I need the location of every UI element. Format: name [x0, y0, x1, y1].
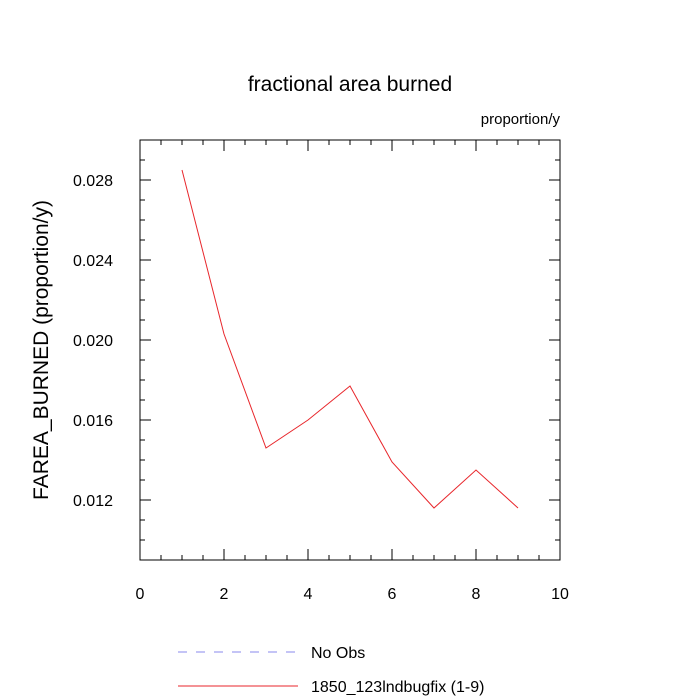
y-axis-label: FAREA_BURNED (proportion/y): [30, 200, 53, 500]
series-line: [181, 169, 519, 509]
x-tick-label: 8: [472, 586, 481, 603]
y-tick-label: 0.016: [73, 413, 113, 430]
plot-frame: [139, 139, 561, 561]
legend: No Obs 1850_123lndbugfix (1-9): [178, 645, 484, 696]
x-tick-label: 4: [304, 586, 313, 603]
tick-labels: 0 2 4 6 8 10 0.012 0.016 0.020 0.024 0.028: [73, 173, 569, 603]
axis-ticks: [139, 139, 561, 561]
x-tick-label: 0: [136, 586, 145, 603]
x-tick-label: 2: [220, 586, 229, 603]
y-tick-label: 0.020: [73, 333, 113, 350]
y-tick-label: 0.012: [73, 493, 113, 510]
y-tick-label: 0.028: [73, 173, 113, 190]
legend-label: 1850_123lndbugfix (1-9): [311, 679, 484, 696]
units-label: proportion/y: [481, 111, 561, 128]
x-tick-label: 6: [388, 586, 397, 603]
x-tick-label: 10: [551, 586, 569, 603]
series-lines: [181, 169, 519, 509]
y-tick-label: 0.024: [73, 253, 113, 270]
legend-label: No Obs: [311, 645, 365, 662]
chart-title: fractional area burned: [248, 73, 452, 96]
